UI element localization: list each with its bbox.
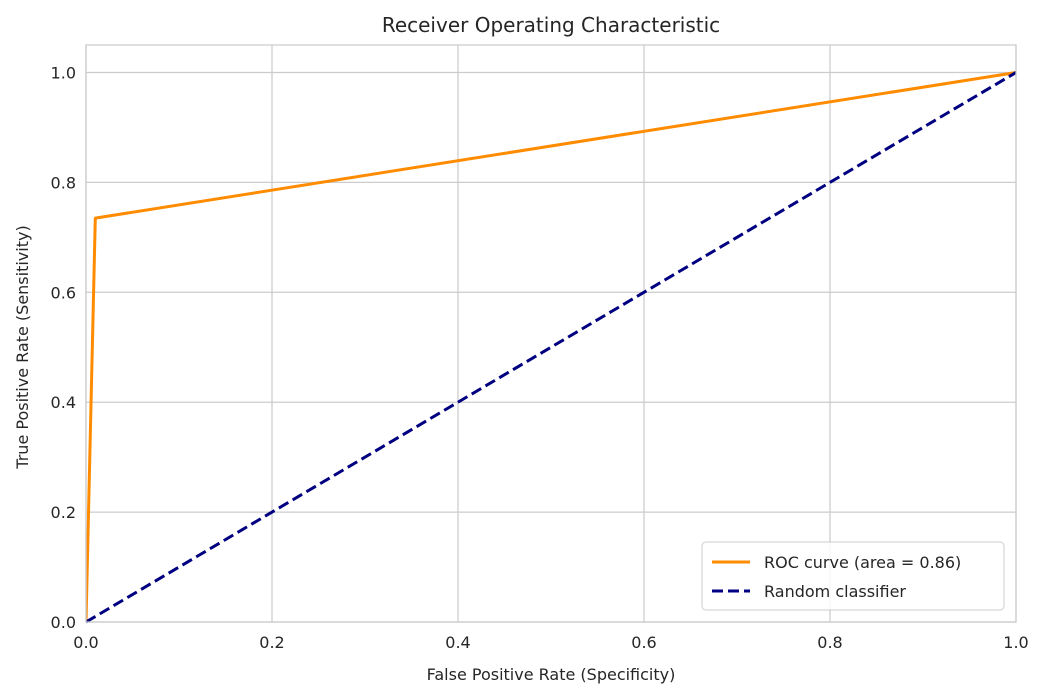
- y-tick-label: 0.4: [51, 393, 76, 412]
- chart-title: Receiver Operating Characteristic: [382, 13, 720, 37]
- x-tick-label: 0.8: [817, 633, 842, 652]
- y-tick-label: 0.6: [51, 283, 76, 302]
- y-tick-label: 1.0: [51, 63, 76, 82]
- y-axis-ticks: 0.0 0.2 0.4 0.6 0.8 1.0: [51, 63, 76, 632]
- x-tick-label: 0.0: [73, 633, 98, 652]
- legend-label-random: Random classifier: [764, 582, 906, 601]
- y-axis-label: True Positive Rate (Sensitivity): [13, 225, 32, 469]
- x-tick-label: 0.4: [445, 633, 470, 652]
- random-classifier-line: [86, 71, 1017, 624]
- legend-label-roc: ROC curve (area = 0.86): [764, 553, 961, 572]
- legend-box: [701, 541, 1005, 611]
- x-tick-label: 1.0: [1003, 633, 1028, 652]
- y-tick-label: 0.2: [51, 503, 76, 522]
- roc-curve-line: [86, 70, 1017, 623]
- series-layer: [86, 70, 1017, 624]
- plot-frame: [85, 44, 1017, 623]
- plot-area: [86, 45, 1016, 622]
- y-tick-label: 0.0: [51, 613, 76, 632]
- y-tick-label: 0.8: [51, 173, 76, 192]
- x-tick-label: 0.6: [631, 633, 656, 652]
- x-axis-label: False Positive Rate (Specificity): [427, 665, 676, 684]
- legend: ROC curve (area = 0.86) Random classifier: [701, 541, 1005, 611]
- x-axis-ticks: 0.0 0.2 0.4 0.6 0.8 1.0: [73, 633, 1028, 652]
- x-tick-label: 0.2: [259, 633, 284, 652]
